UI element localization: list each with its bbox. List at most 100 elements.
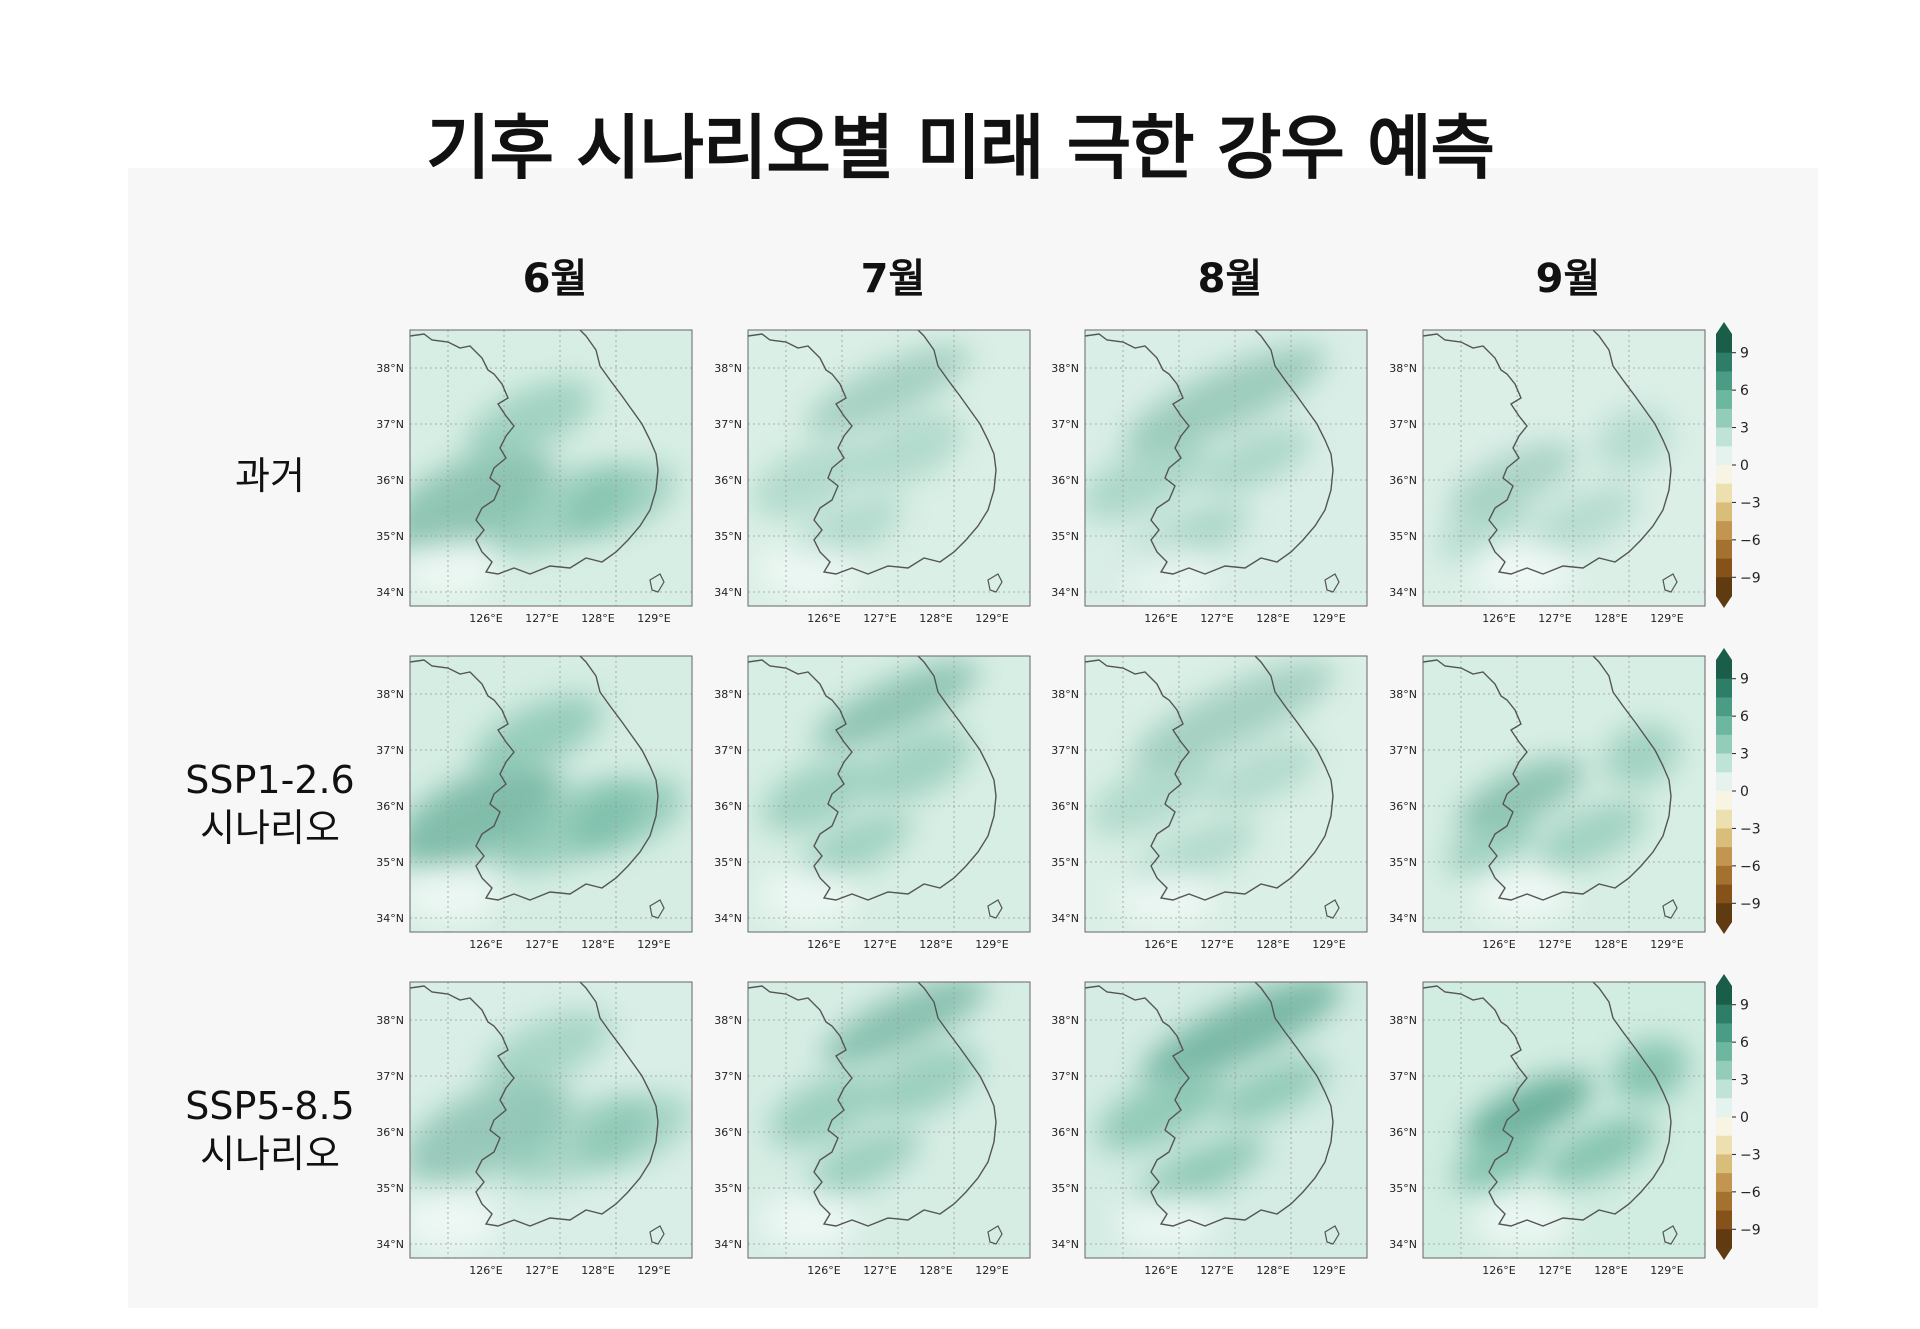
lat-tick-label: 38°N: [714, 688, 742, 701]
colorbar-segment: [1716, 847, 1732, 867]
lat-tick-label: 35°N: [1051, 530, 1079, 543]
colorbar-segment: [1716, 1210, 1732, 1230]
lon-tick-label: 128°E: [1594, 612, 1627, 625]
colorbar-tick-label: −9: [1740, 570, 1761, 586]
precip-anomaly-shading: [1208, 742, 1319, 809]
lon-tick-label: 129°E: [637, 938, 670, 951]
lat-tick-label: 37°N: [376, 1070, 404, 1083]
precip-anomaly-shading: [572, 778, 685, 853]
colorbar-extend-bottom: [1716, 922, 1732, 934]
colorbar-segment: [1716, 678, 1732, 698]
lon-tick-label: 127°E: [1538, 1264, 1571, 1277]
lon-tick-label: 128°E: [1256, 938, 1289, 951]
colorbar-tick-label: −9: [1740, 1222, 1761, 1238]
colorbar-tick-label: 0: [1740, 458, 1749, 474]
gridlines: [410, 330, 692, 606]
lon-tick-label: 128°E: [1256, 612, 1289, 625]
lat-tick-label: 37°N: [714, 744, 742, 757]
lat-tick-label: 36°N: [1051, 474, 1079, 487]
coastline: [748, 982, 997, 1227]
precip-anomaly-shading: [1124, 346, 1326, 454]
island-outline: [649, 899, 665, 919]
precip-anomaly-shading: [1096, 1070, 1227, 1152]
precip-anomaly-shading: [1465, 1073, 1595, 1149]
colorbar-segment: [1716, 352, 1732, 372]
lat-tick-label: 37°N: [1389, 1070, 1417, 1083]
lat-tick-label: 38°N: [1051, 362, 1079, 375]
lat-tick-label: 36°N: [1389, 474, 1417, 487]
colorbar-segment: [1716, 986, 1732, 1006]
lon-tick-label: 129°E: [1312, 1264, 1345, 1277]
map-frame: [409, 655, 693, 933]
lon-tick-label: 127°E: [1538, 612, 1571, 625]
map-panel-r1-c1: 38°N 37°N 36°N 35°N 34°N 126°E 127°E 128°E 129°E: [376, 329, 693, 625]
lat-tick-label: 34°N: [376, 912, 404, 925]
colorbar-segment: [1716, 660, 1732, 680]
precip-anomaly-shading: [1453, 1130, 1547, 1192]
colorbar-row-3: 9 6 3 0 −3 −6 −9: [1716, 974, 1761, 1260]
lon-tick-label: 129°E: [637, 612, 670, 625]
colorbar-segment: [1716, 865, 1732, 886]
coastline: [1423, 656, 1672, 901]
colorbar-tick-label: 0: [1740, 784, 1749, 800]
precip-anomaly-shading: [852, 412, 964, 488]
lon-tick-label: 127°E: [863, 1264, 896, 1277]
colorbar-tick-label: 3: [1740, 421, 1749, 437]
colorbar-segment: [1716, 521, 1732, 541]
gridlines: [410, 656, 692, 932]
map-frame: [747, 329, 1031, 607]
precip-anomaly-shading: [1535, 800, 1647, 871]
gridlines: [748, 656, 1030, 932]
precip-anomaly-shading: [768, 1073, 881, 1149]
colorbar-segment: [1716, 1098, 1732, 1118]
row-label-line: 과거: [235, 454, 305, 498]
lon-tick-label: 128°E: [581, 938, 614, 951]
precip-anomaly-shading: [822, 982, 987, 1066]
colorbar-extend-bottom: [1716, 1248, 1732, 1260]
lon-tick-label: 129°E: [1650, 612, 1683, 625]
colorbar-segment: [1716, 1079, 1732, 1099]
map-panel-r3-c1: 38°N 37°N 36°N 35°N 34°N 126°E 127°E 128°E 129°E: [376, 981, 693, 1277]
lon-tick-label: 128°E: [919, 1264, 952, 1277]
precip-anomaly-shading: [1088, 755, 1219, 836]
map-panel-r2-c2: 38°N 37°N 36°N 35°N 34°N 126°E 127°E 128°E 129°E: [714, 655, 1031, 951]
lon-tick-label: 128°E: [1594, 1264, 1627, 1277]
colorbar-segment: [1716, 1154, 1732, 1174]
island-outline: [1662, 1225, 1678, 1245]
precip-anomaly-shading: [1132, 661, 1334, 770]
lon-tick-label: 129°E: [1650, 1264, 1683, 1277]
lon-tick-label: 128°E: [919, 612, 952, 625]
coastline: [410, 982, 659, 1227]
lon-tick-label: 127°E: [863, 612, 896, 625]
colorbar-segment: [1716, 465, 1732, 485]
colorbar-segment: [1716, 408, 1732, 429]
lon-tick-label: 127°E: [525, 1264, 558, 1277]
coastline: [1085, 330, 1334, 575]
colorbar-tick-label: −9: [1740, 896, 1761, 912]
colorbar-segment: [1716, 1229, 1732, 1249]
map-panel-r3-c2: 38°N 37°N 36°N 35°N 34°N 126°E 127°E 128°E 129°E: [714, 981, 1031, 1277]
colorbar-segment: [1716, 1191, 1732, 1212]
coastline: [410, 330, 659, 575]
colorbar-tick-label: 9: [1740, 998, 1749, 1014]
gridlines: [1085, 982, 1367, 1258]
lon-tick-label: 127°E: [525, 938, 558, 951]
row-label-line: SSP5-8.5: [185, 1084, 355, 1128]
precip-anomaly-shading: [1216, 1057, 1327, 1125]
lat-tick-label: 35°N: [714, 530, 742, 543]
colorbar-tick-label: −3: [1740, 821, 1761, 837]
lat-tick-label: 36°N: [376, 1126, 404, 1139]
island-outline: [649, 573, 665, 593]
lat-tick-label: 36°N: [1389, 800, 1417, 813]
gridlines: [1423, 330, 1705, 606]
lon-tick-label: 126°E: [1482, 612, 1515, 625]
month-header-september: 9월: [1535, 256, 1601, 302]
lon-tick-label: 128°E: [1594, 938, 1627, 951]
coastline: [1085, 656, 1334, 901]
map-frame: [747, 655, 1031, 933]
lat-tick-label: 36°N: [1051, 1126, 1079, 1139]
lat-tick-label: 38°N: [376, 362, 404, 375]
lat-tick-label: 34°N: [376, 1238, 404, 1251]
lon-tick-label: 129°E: [975, 612, 1008, 625]
lon-tick-label: 127°E: [525, 612, 558, 625]
